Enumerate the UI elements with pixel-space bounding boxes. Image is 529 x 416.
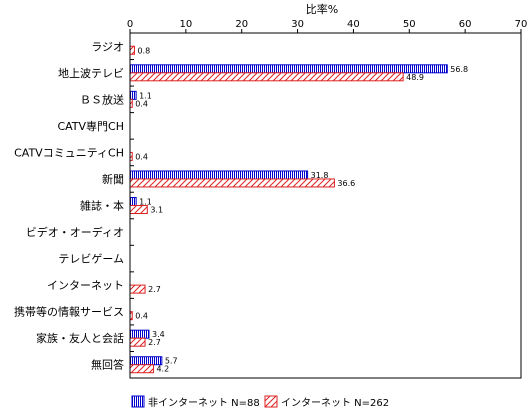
- data-label: 2.7: [148, 285, 161, 294]
- bar-non-internet: [129, 356, 163, 366]
- data-label: 0.8: [137, 46, 150, 55]
- data-label: 56.8: [450, 65, 468, 74]
- x-tick-label: 30: [291, 19, 304, 30]
- data-label: 4.2: [156, 365, 169, 374]
- data-label: 3.1: [150, 206, 163, 215]
- bar-internet: [129, 205, 148, 214]
- data-label: 1.1: [139, 91, 152, 100]
- bar-internet: [129, 284, 146, 294]
- data-label: 5.7: [165, 357, 178, 366]
- category-label: 雑誌・本: [80, 199, 124, 213]
- legend-swatch-internet: [264, 395, 278, 408]
- plot-frame: [129, 32, 522, 379]
- bar-internet: [129, 45, 135, 55]
- category-label: ＢＳ放送: [80, 92, 124, 106]
- category-label: 家族・友人と会話: [36, 331, 124, 345]
- x-axis-label: 比率%: [306, 2, 338, 16]
- bar-non-internet: [129, 64, 448, 74]
- data-label: 3.4: [152, 330, 165, 339]
- bar-non-internet: [129, 90, 137, 100]
- x-tick-label: 0: [127, 19, 133, 30]
- x-tick-label: 20: [235, 19, 248, 30]
- bar-internet: [129, 337, 146, 347]
- legend-label-internet: インターネット N=262: [281, 397, 389, 409]
- category-label: 携帯等の情報サービス: [14, 305, 124, 319]
- legend: 非インターネット N=88 インターネット N=262: [131, 395, 389, 409]
- legend-swatch-non-internet: [131, 395, 145, 408]
- bars: [129, 45, 448, 374]
- x-tick-label: 40: [347, 19, 360, 30]
- category-label: ビデオ・オーディオ: [26, 225, 124, 239]
- x-tick-label: 60: [459, 19, 472, 30]
- category-label: CATVコミュニティCH: [14, 146, 124, 159]
- category-label: 地上波テレビ: [58, 67, 124, 80]
- bar-internet: [129, 178, 335, 188]
- data-label: 31.8: [311, 171, 329, 180]
- data-label: 48.9: [406, 73, 424, 82]
- x-tick-label: 70: [515, 19, 528, 30]
- x-tick-label: 50: [403, 19, 416, 30]
- category-label: テレビゲーム: [58, 253, 124, 266]
- bar-non-internet: [129, 329, 150, 339]
- bar-internet: [129, 72, 404, 82]
- data-label: 2.7: [148, 338, 161, 347]
- category-label: 無回答: [91, 358, 124, 372]
- legend-label-non-internet: 非インターネット N=88: [148, 397, 260, 409]
- x-tick-label: 10: [179, 19, 192, 30]
- data-label: 36.6: [337, 179, 355, 188]
- bar-non-internet: [129, 197, 137, 206]
- x-axis-ticks: 0 10 20 30 40 50 60 70: [127, 19, 528, 33]
- category-label: CATV専門CH: [57, 120, 124, 133]
- bar-non-internet: [129, 170, 309, 180]
- category-label: ラジオ: [91, 40, 124, 53]
- data-label: 0.4: [135, 312, 148, 321]
- category-label: インターネット: [47, 279, 124, 292]
- data-labels: 0.856.848.91.10.40.431.836.61.13.12.70.4…: [135, 46, 468, 373]
- data-label: 1.1: [139, 198, 152, 207]
- data-label: 0.4: [135, 99, 148, 108]
- bar-internet: [129, 364, 154, 374]
- category-label: 新聞: [102, 172, 124, 186]
- data-label: 0.4: [135, 152, 148, 161]
